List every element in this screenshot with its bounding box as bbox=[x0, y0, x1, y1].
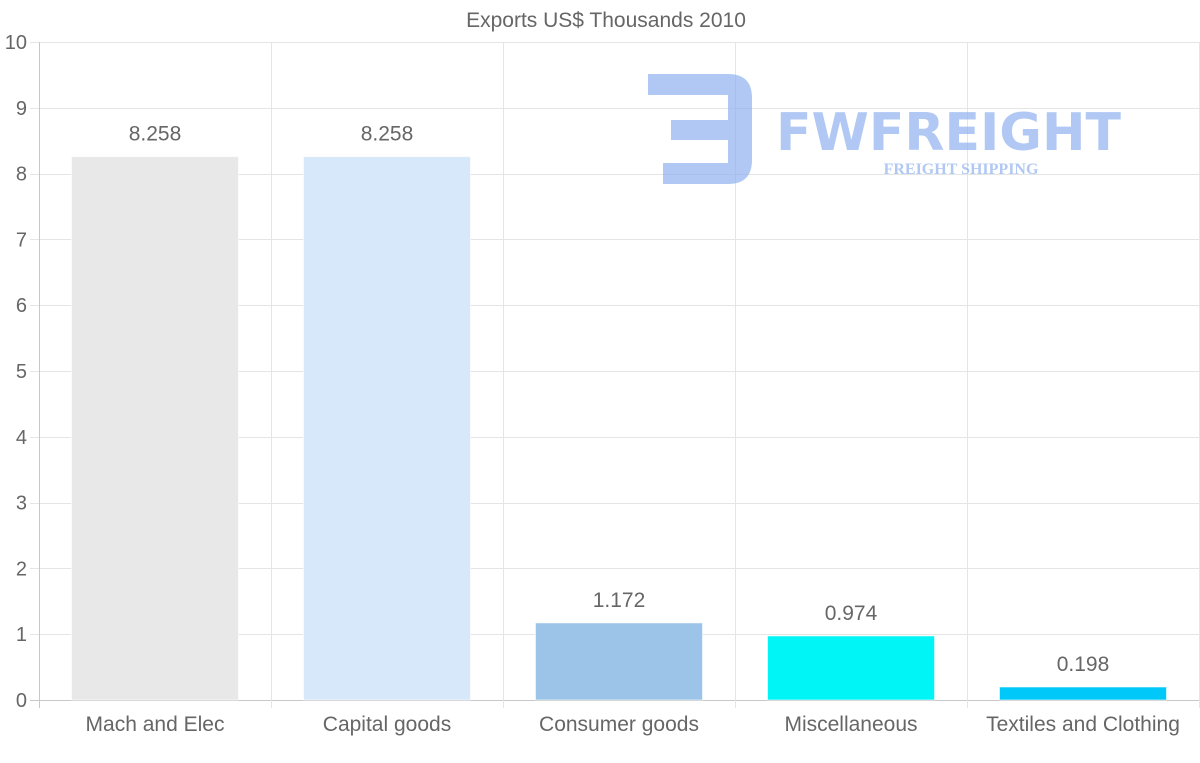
y-tick-label: 1 bbox=[16, 624, 27, 646]
y-tick-label: 10 bbox=[5, 32, 27, 54]
x-tick-label: Mach and Elec bbox=[86, 713, 225, 736]
y-tick-label: 7 bbox=[16, 229, 27, 251]
watermark-logo-mark-icon bbox=[648, 74, 752, 184]
y-tick-label: 3 bbox=[16, 493, 27, 515]
y-tick-label: 4 bbox=[16, 427, 27, 449]
bar[interactable] bbox=[766, 635, 936, 701]
y-tick-label: 2 bbox=[16, 558, 27, 580]
bar-value-label: 8.258 bbox=[129, 123, 182, 146]
y-tick-label: 0 bbox=[16, 690, 27, 712]
bar-value-label: 0.198 bbox=[1057, 653, 1110, 676]
y-tick-label: 6 bbox=[16, 295, 27, 317]
y-axis: 0 1 2 3 4 5 6 7 8 9 10 bbox=[5, 32, 27, 712]
x-tick-label: Miscellaneous bbox=[784, 713, 917, 736]
bar[interactable] bbox=[302, 156, 472, 701]
value-labels: 8.258 8.258 1.172 0.974 0.198 bbox=[129, 123, 1110, 676]
x-tick-label: Capital goods bbox=[323, 713, 451, 736]
bar[interactable] bbox=[534, 622, 704, 701]
bar[interactable] bbox=[998, 686, 1168, 701]
bar-value-label: 8.258 bbox=[361, 123, 414, 146]
y-tick-label: 5 bbox=[16, 361, 27, 383]
x-tick-label: Consumer goods bbox=[539, 713, 699, 736]
watermark-brand: FWFREIGHT bbox=[776, 103, 1122, 163]
watermark-logo: FWFREIGHT FREIGHT SHIPPING bbox=[648, 74, 1122, 184]
chart-title: Exports US$ Thousands 2010 bbox=[466, 9, 746, 32]
watermark-tagline: FREIGHT SHIPPING bbox=[884, 161, 1039, 178]
y-tick-label: 9 bbox=[16, 98, 27, 120]
bars bbox=[70, 156, 1168, 701]
y-tick-label: 8 bbox=[16, 164, 27, 186]
bar-value-label: 0.974 bbox=[825, 602, 878, 625]
bar-value-label: 1.172 bbox=[593, 589, 646, 612]
x-axis: Mach and Elec Capital goods Consumer goods… bbox=[86, 713, 1180, 736]
x-tick-label: Textiles and Clothing bbox=[986, 713, 1180, 736]
bar[interactable] bbox=[70, 156, 240, 701]
